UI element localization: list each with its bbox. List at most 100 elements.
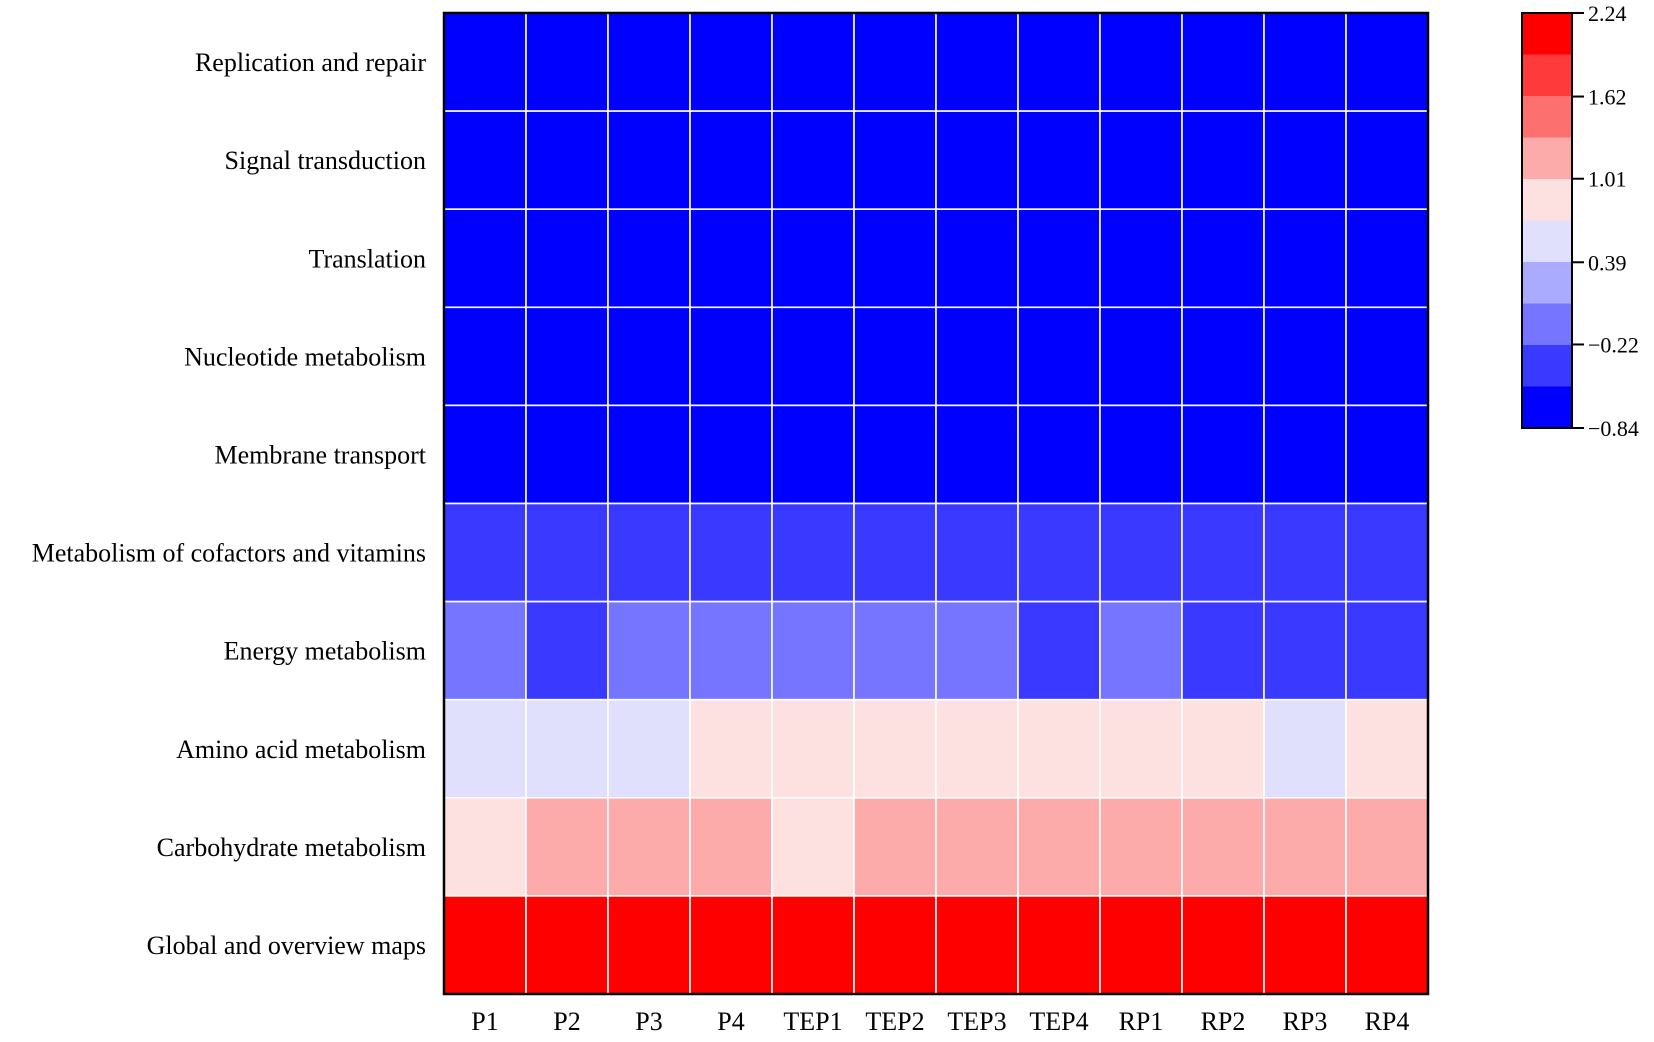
heatmap-cell (1181, 895, 1265, 995)
heatmap-cell (607, 698, 691, 799)
heatmap-cell (1099, 306, 1183, 407)
colorbar-segment (1522, 220, 1572, 263)
heatmap-cell (525, 306, 609, 407)
heatmap-cell (1017, 208, 1101, 309)
heatmap-cell (525, 404, 609, 505)
colorbar-tick-label: 1.01 (1588, 167, 1627, 192)
column-label: RP1 (1119, 1007, 1164, 1036)
heatmap-cell (525, 600, 609, 701)
heatmap-cell (525, 110, 609, 210)
row-label: Energy metabolism (224, 637, 426, 666)
colorbar-tick-label: −0.22 (1588, 332, 1639, 357)
heatmap-cell (935, 698, 1019, 799)
heatmap-cell (1181, 698, 1265, 799)
heatmap-cell (443, 502, 527, 603)
heatmap-cell (853, 895, 937, 995)
heatmap-cell (853, 698, 937, 799)
heatmap-cell (1345, 502, 1429, 603)
heatmap-cell (443, 110, 527, 210)
column-label: P3 (635, 1007, 662, 1036)
heatmap-cell (689, 895, 773, 995)
heatmap-cell (1263, 208, 1347, 309)
heatmap-cell (1345, 404, 1429, 505)
heatmap-cell (1181, 110, 1265, 210)
heatmap-cell (1345, 895, 1429, 995)
heatmap-cell (853, 110, 937, 210)
heatmap-cell (1099, 698, 1183, 799)
heatmap-cell (1263, 404, 1347, 505)
heatmap-cell (1345, 306, 1429, 407)
heatmap-cell (935, 306, 1019, 407)
colorbar-frame (1521, 12, 1573, 429)
colorbar-segment (1522, 386, 1572, 429)
heatmap-cell (1099, 12, 1183, 112)
column-label: P4 (717, 1007, 744, 1036)
column-label: RP2 (1201, 1007, 1246, 1036)
colorbar-tick-label: −0.84 (1588, 416, 1639, 441)
colorbar-tick-label: 0.39 (1588, 250, 1627, 275)
heatmap-cell (689, 600, 773, 701)
heatmap-cell (689, 796, 773, 897)
column-label: P2 (553, 1007, 580, 1036)
heatmap-cell (771, 404, 855, 505)
heatmap-cell (771, 895, 855, 995)
heatmap-cell (1181, 404, 1265, 505)
heatmap-cell (443, 698, 527, 799)
plot-frame (442, 11, 1430, 996)
colorbar-segment (1522, 345, 1572, 387)
heatmap-cell (1017, 306, 1101, 407)
column-label: RP3 (1283, 1007, 1328, 1036)
heatmap-cell (1181, 502, 1265, 603)
heatmap-cell (853, 404, 937, 505)
column-label: P1 (471, 1007, 498, 1036)
heatmap-cell (771, 600, 855, 701)
heatmap-cell (771, 698, 855, 799)
heatmap-cell (935, 404, 1019, 505)
row-label: Carbohydrate metabolism (157, 833, 426, 862)
heatmap-cell (525, 12, 609, 112)
heatmap-cell (1099, 208, 1183, 309)
heatmap-cell (1099, 796, 1183, 897)
heatmap-cell (525, 502, 609, 603)
heatmap-cell (771, 208, 855, 309)
heatmap-cell (443, 208, 527, 309)
heatmap-cell (935, 502, 1019, 603)
heatmap-cell (1263, 698, 1347, 799)
heatmap-cell (935, 600, 1019, 701)
heatmap-cell (1181, 208, 1265, 309)
colorbar-segment (1522, 303, 1572, 346)
heatmap-cell (771, 12, 855, 112)
heatmap-cell (771, 796, 855, 897)
heatmap-cell (689, 502, 773, 603)
heatmap-cell (443, 12, 527, 112)
heatmap-cell (607, 796, 691, 897)
heatmap-cell (525, 895, 609, 995)
colorbar-segment (1522, 179, 1572, 221)
heatmap-cell (607, 895, 691, 995)
heatmap-cell (443, 404, 527, 505)
column-label: TEP1 (783, 1007, 842, 1036)
heatmap-cell (935, 208, 1019, 309)
colorbar-segment (1522, 137, 1572, 180)
colorbar-tick-label: 2.24 (1588, 1, 1627, 26)
heatmap-cell (771, 306, 855, 407)
heatmap-cell (443, 600, 527, 701)
heatmap-cell (1345, 698, 1429, 799)
heatmap-cell (853, 208, 937, 309)
heatmap-cell (443, 306, 527, 407)
heatmap-cell (1099, 895, 1183, 995)
heatmap-cell (1099, 404, 1183, 505)
row-labels: Replication and repair Signal transductio… (32, 48, 427, 960)
heatmap-cell (935, 796, 1019, 897)
heatmap-cell (1263, 12, 1347, 112)
column-label: TEP3 (947, 1007, 1006, 1036)
heatmap-cell (853, 600, 937, 701)
heatmap-cell (1017, 600, 1101, 701)
heatmap-cell (853, 12, 937, 112)
heatmap-cell (1017, 698, 1101, 799)
row-label: Signal transduction (225, 146, 426, 175)
heatmap-cell (689, 404, 773, 505)
heatmap-cell (1263, 306, 1347, 407)
heatmap-cell (853, 306, 937, 407)
